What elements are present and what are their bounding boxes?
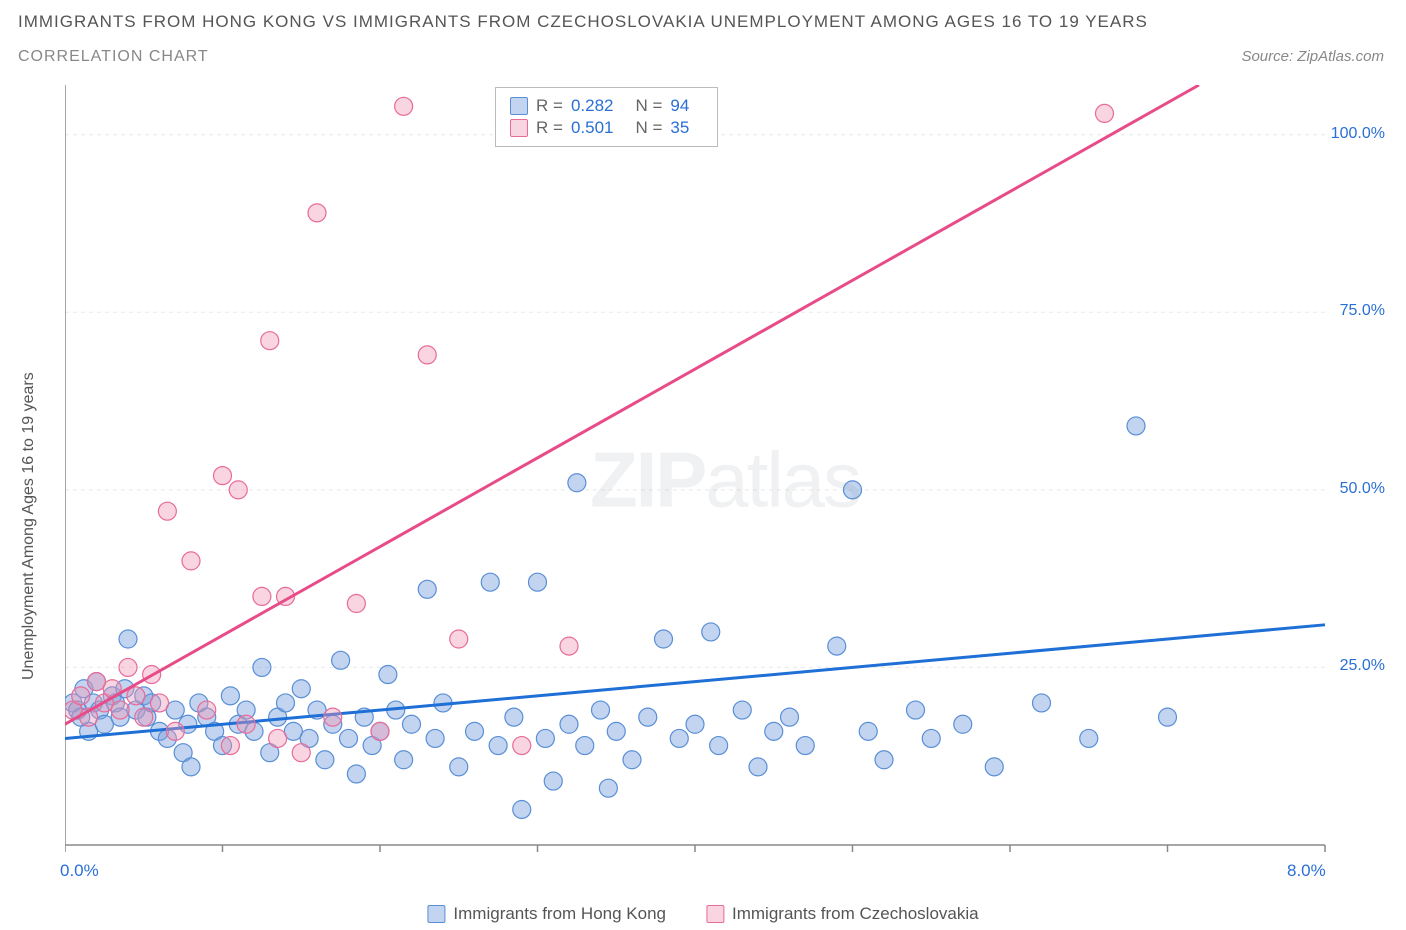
n-value: 94 [670,96,689,116]
r-value: 0.501 [571,118,614,138]
legend-bottom: Immigrants from Hong Kong Immigrants from… [427,904,978,924]
r-value: 0.282 [571,96,614,116]
source-text: Source: ZipAtlas.com [1241,48,1384,65]
scatter-chart [65,85,1385,875]
x-axis-min-label: 0.0% [60,861,99,881]
legend-swatch [510,97,528,115]
legend-stat-row: R = 0.282 N = 94 [510,96,703,116]
x-axis-max-label: 8.0% [1287,861,1326,881]
y-tick-label: 100.0% [1315,125,1385,143]
legend-stats-box: R = 0.282 N = 94 R = 0.501 N = 35 [495,87,718,147]
y-tick-label: 50.0% [1315,480,1385,498]
r-label: R = [536,96,563,116]
n-value: 35 [670,118,689,138]
chart-area: ZIPatlas R = 0.282N = 94R = 0.501N = 35 [65,85,1385,875]
y-tick-label: 25.0% [1315,657,1385,675]
legend-label: Immigrants from Czechoslovakia [732,904,979,924]
legend-swatch [427,905,445,923]
y-axis-label: Unemployment Among Ages 16 to 19 years [20,372,38,680]
chart-subtitle: CORRELATION CHART [18,48,209,66]
legend-label: Immigrants from Hong Kong [453,904,666,924]
chart-title: IMMIGRANTS FROM HONG KONG VS IMMIGRANTS … [18,12,1148,32]
n-label: N = [635,118,662,138]
legend-swatch [706,905,724,923]
y-tick-label: 75.0% [1315,302,1385,320]
legend-stat-row: R = 0.501 N = 35 [510,118,703,138]
legend-item: Immigrants from Hong Kong [427,904,666,924]
legend-swatch [510,119,528,137]
n-label: N = [635,96,662,116]
r-label: R = [536,118,563,138]
legend-item: Immigrants from Czechoslovakia [706,904,979,924]
